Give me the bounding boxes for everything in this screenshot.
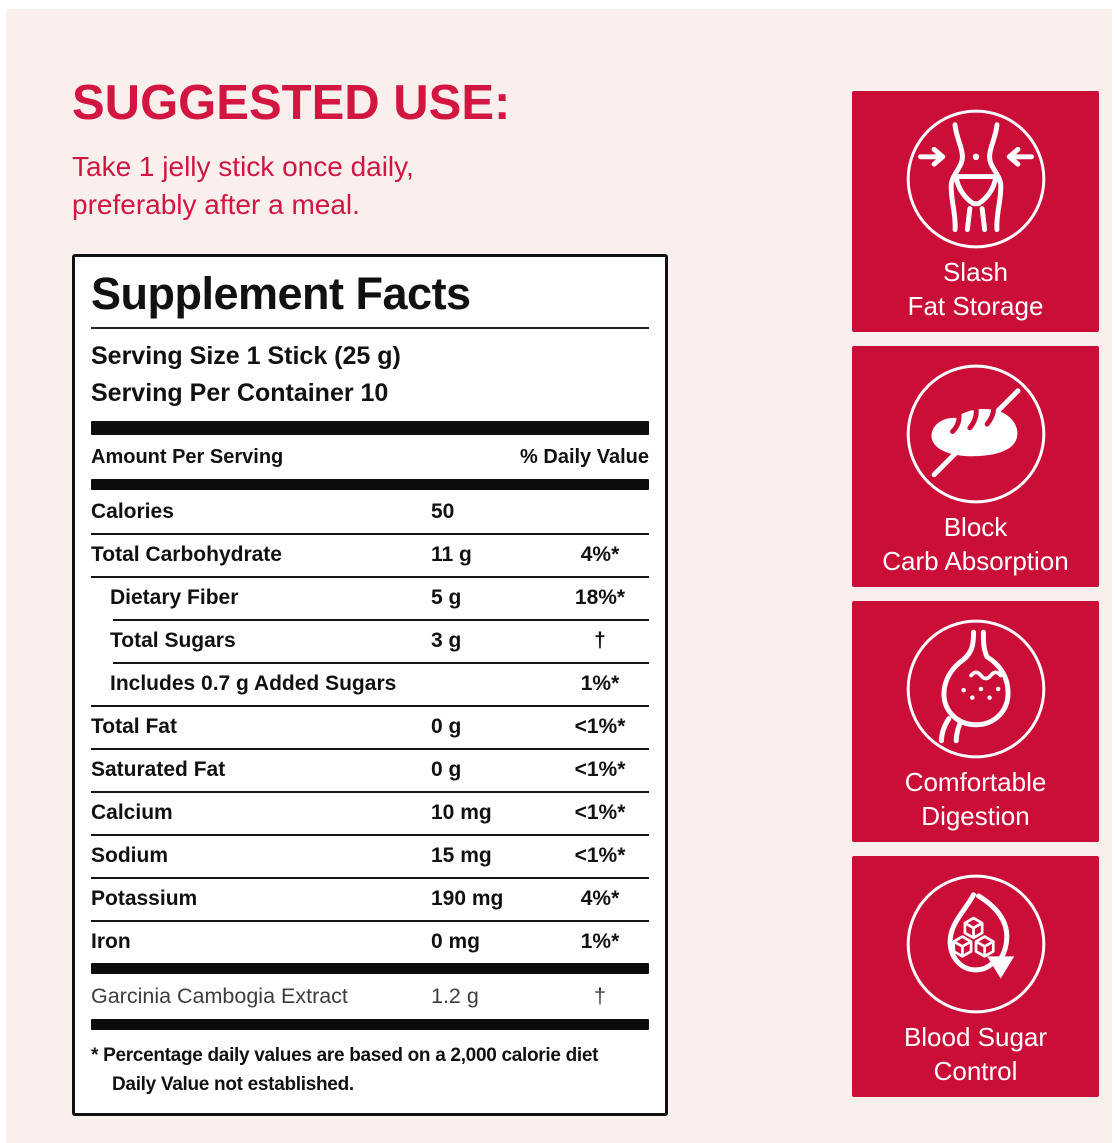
row-amount: 11 g bbox=[431, 543, 472, 566]
facts-header-row: Amount Per Serving % Daily Value bbox=[91, 435, 649, 479]
nutrition-rows: Calories 50 Total Carbohydrate 11 g 4%* … bbox=[91, 490, 649, 963]
row-label: Calories bbox=[91, 500, 174, 523]
benefit-card-blood-sugar-control: Blood Sugar Control bbox=[852, 856, 1099, 1097]
row-saturated-fat: Saturated Fat 0 g <1%* bbox=[91, 748, 649, 791]
row-daily-value: 4%* bbox=[580, 543, 620, 566]
suggested-use-title: SUGGESTED USE: bbox=[72, 76, 511, 130]
amount-per-serving-header: Amount Per Serving bbox=[91, 446, 284, 468]
row-calories: Calories 50 bbox=[91, 490, 649, 533]
row-label: Total Carbohydrate bbox=[91, 543, 282, 566]
thick-divider bbox=[91, 963, 649, 974]
row-amount: 1.2 g bbox=[431, 984, 479, 1008]
suggested-use-text: Take 1 jelly stick once daily, preferabl… bbox=[72, 148, 510, 224]
row-daily-value: 1%* bbox=[580, 930, 620, 953]
thick-divider bbox=[91, 421, 649, 435]
benefit-label: Block Carb Absorption bbox=[882, 512, 1069, 576]
benefit-card-slash-fat-storage: Slash Fat Storage bbox=[852, 91, 1099, 332]
thick-divider bbox=[91, 1019, 649, 1030]
row-daily-value: <1%* bbox=[574, 715, 626, 738]
row-iron: Iron 0 mg 1%* bbox=[91, 920, 649, 963]
benefit-card-comfortable-digestion: Comfortable Digestion bbox=[852, 601, 1099, 842]
row-label: Sodium bbox=[91, 844, 168, 867]
row-total-sugars: Total Sugars 3 g † bbox=[91, 619, 649, 662]
row-label: Calcium bbox=[91, 801, 173, 824]
background: SUGGESTED USE: Take 1 jelly stick once d… bbox=[6, 9, 1112, 1143]
row-daily-value: 18%* bbox=[574, 586, 626, 609]
benefit-label: Blood Sugar Control bbox=[903, 1022, 1048, 1086]
daily-value-header: % Daily Value bbox=[520, 446, 649, 468]
row-label: Total Sugars bbox=[110, 629, 236, 652]
suggested-use-line2: preferably after a meal. bbox=[72, 189, 360, 221]
footnote-line1: * Percentage daily values are based on a… bbox=[91, 1045, 599, 1066]
row-potassium: Potassium 190 mg 4%* bbox=[91, 877, 649, 920]
benefit-label: Slash Fat Storage bbox=[907, 257, 1044, 321]
row-daily-value: 4%* bbox=[580, 887, 620, 910]
waist-arrows-icon bbox=[906, 109, 1045, 249]
row-total-fat: Total Fat 0 g <1%* bbox=[91, 705, 649, 748]
row-sodium: Sodium 15 mg <1%* bbox=[91, 834, 649, 877]
row-label: Total Fat bbox=[91, 715, 177, 738]
row-amount: 15 mg bbox=[431, 844, 492, 867]
row-label: Dietary Fiber bbox=[110, 586, 239, 609]
serving-size: Serving Size 1 Stick (25 g) bbox=[91, 342, 401, 370]
row-label: Includes 0.7 g Added Sugars bbox=[110, 672, 397, 695]
row-dietary-fiber: Dietary Fiber 5 g 18%* bbox=[91, 576, 649, 619]
stomach-icon bbox=[906, 619, 1045, 759]
row-label: Potassium bbox=[91, 887, 198, 910]
row-label: Iron bbox=[91, 930, 131, 953]
row-amount: 5 g bbox=[431, 586, 462, 609]
row-label: Garcinia Cambogia Extract bbox=[91, 984, 348, 1008]
suggested-use-line1: Take 1 jelly stick once daily, bbox=[72, 151, 414, 183]
row-amount: 50 bbox=[431, 500, 455, 523]
supplement-facts-panel: Supplement Facts Serving Size 1 Stick (2… bbox=[72, 254, 668, 1116]
benefit-card-block-carb-absorption: Block Carb Absorption bbox=[852, 346, 1099, 587]
footnote-line2: Daily Value not established. bbox=[112, 1074, 354, 1095]
row-daily-value: 1%* bbox=[580, 672, 620, 695]
thick-divider bbox=[91, 479, 649, 490]
row-label: Saturated Fat bbox=[91, 758, 226, 781]
divider bbox=[91, 327, 649, 329]
benefit-label: Comfortable Digestion bbox=[904, 767, 1047, 831]
row-amount: 3 g bbox=[431, 629, 462, 652]
footnote: * Percentage daily values are based on a… bbox=[91, 1041, 649, 1099]
row-daily-value: <1%* bbox=[574, 844, 626, 867]
blood-drop-arrow-icon bbox=[906, 874, 1045, 1014]
row-total-carbohydrate: Total Carbohydrate 11 g 4%* bbox=[91, 533, 649, 576]
row-added-sugars: Includes 0.7 g Added Sugars 1%* bbox=[91, 662, 649, 705]
row-garcinia-cambogia-extract: Garcinia Cambogia Extract 1.2 g † bbox=[91, 974, 649, 1019]
row-amount: 10 mg bbox=[431, 801, 492, 824]
supplement-facts-title: Supplement Facts bbox=[91, 268, 471, 319]
row-amount: 0 g bbox=[431, 758, 462, 781]
row-daily-value: <1%* bbox=[574, 801, 626, 824]
row-daily-value: <1%* bbox=[574, 758, 626, 781]
suggested-use-section: SUGGESTED USE: Take 1 jelly stick once d… bbox=[72, 76, 511, 224]
row-amount: 190 mg bbox=[431, 887, 504, 910]
row-calcium: Calcium 10 mg <1%* bbox=[91, 791, 649, 834]
row-daily-value: † bbox=[594, 629, 606, 652]
servings-per-container: Serving Per Container 10 bbox=[91, 379, 389, 407]
row-amount: 0 g bbox=[431, 715, 462, 738]
row-daily-value: † bbox=[594, 984, 606, 1008]
no-bread-icon bbox=[906, 364, 1045, 504]
benefits-column: Slash Fat Storage Block Carb Absorption bbox=[852, 91, 1099, 1097]
row-amount: 0 mg bbox=[431, 930, 481, 953]
